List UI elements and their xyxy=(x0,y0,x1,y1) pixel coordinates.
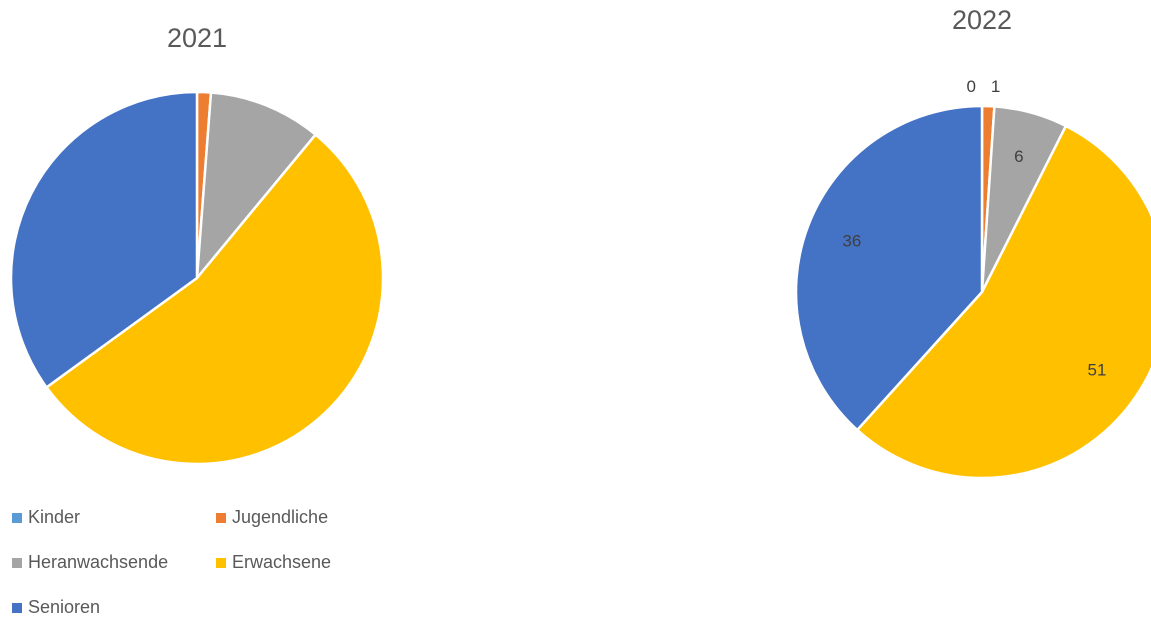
legend-swatch xyxy=(12,558,22,568)
data-label: 36 xyxy=(842,231,861,250)
legend-swatch xyxy=(216,513,226,523)
legend-label: Kinder xyxy=(28,507,80,527)
pie-slice xyxy=(9,90,199,390)
pie-slice xyxy=(44,132,385,466)
legend-label: Erwachsene xyxy=(232,552,331,572)
pie-slice xyxy=(195,91,318,282)
data-label: 6 xyxy=(1014,147,1023,166)
legend-label: Senioren xyxy=(28,597,100,617)
data-label: 51 xyxy=(1088,360,1107,379)
pie-slice xyxy=(794,104,984,432)
legend-swatch xyxy=(12,513,22,523)
legend-swatch xyxy=(216,558,226,568)
chart-title: 2021 xyxy=(167,23,227,53)
legend-label: Jugendliche xyxy=(232,507,328,527)
chart-title: 2022 xyxy=(952,5,1012,35)
pie-slice xyxy=(855,124,1151,480)
data-label: 0 xyxy=(967,77,976,96)
legend-swatch xyxy=(12,603,22,613)
data-label: 1 xyxy=(991,77,1000,96)
legend-label: Heranwachsende xyxy=(28,552,168,572)
